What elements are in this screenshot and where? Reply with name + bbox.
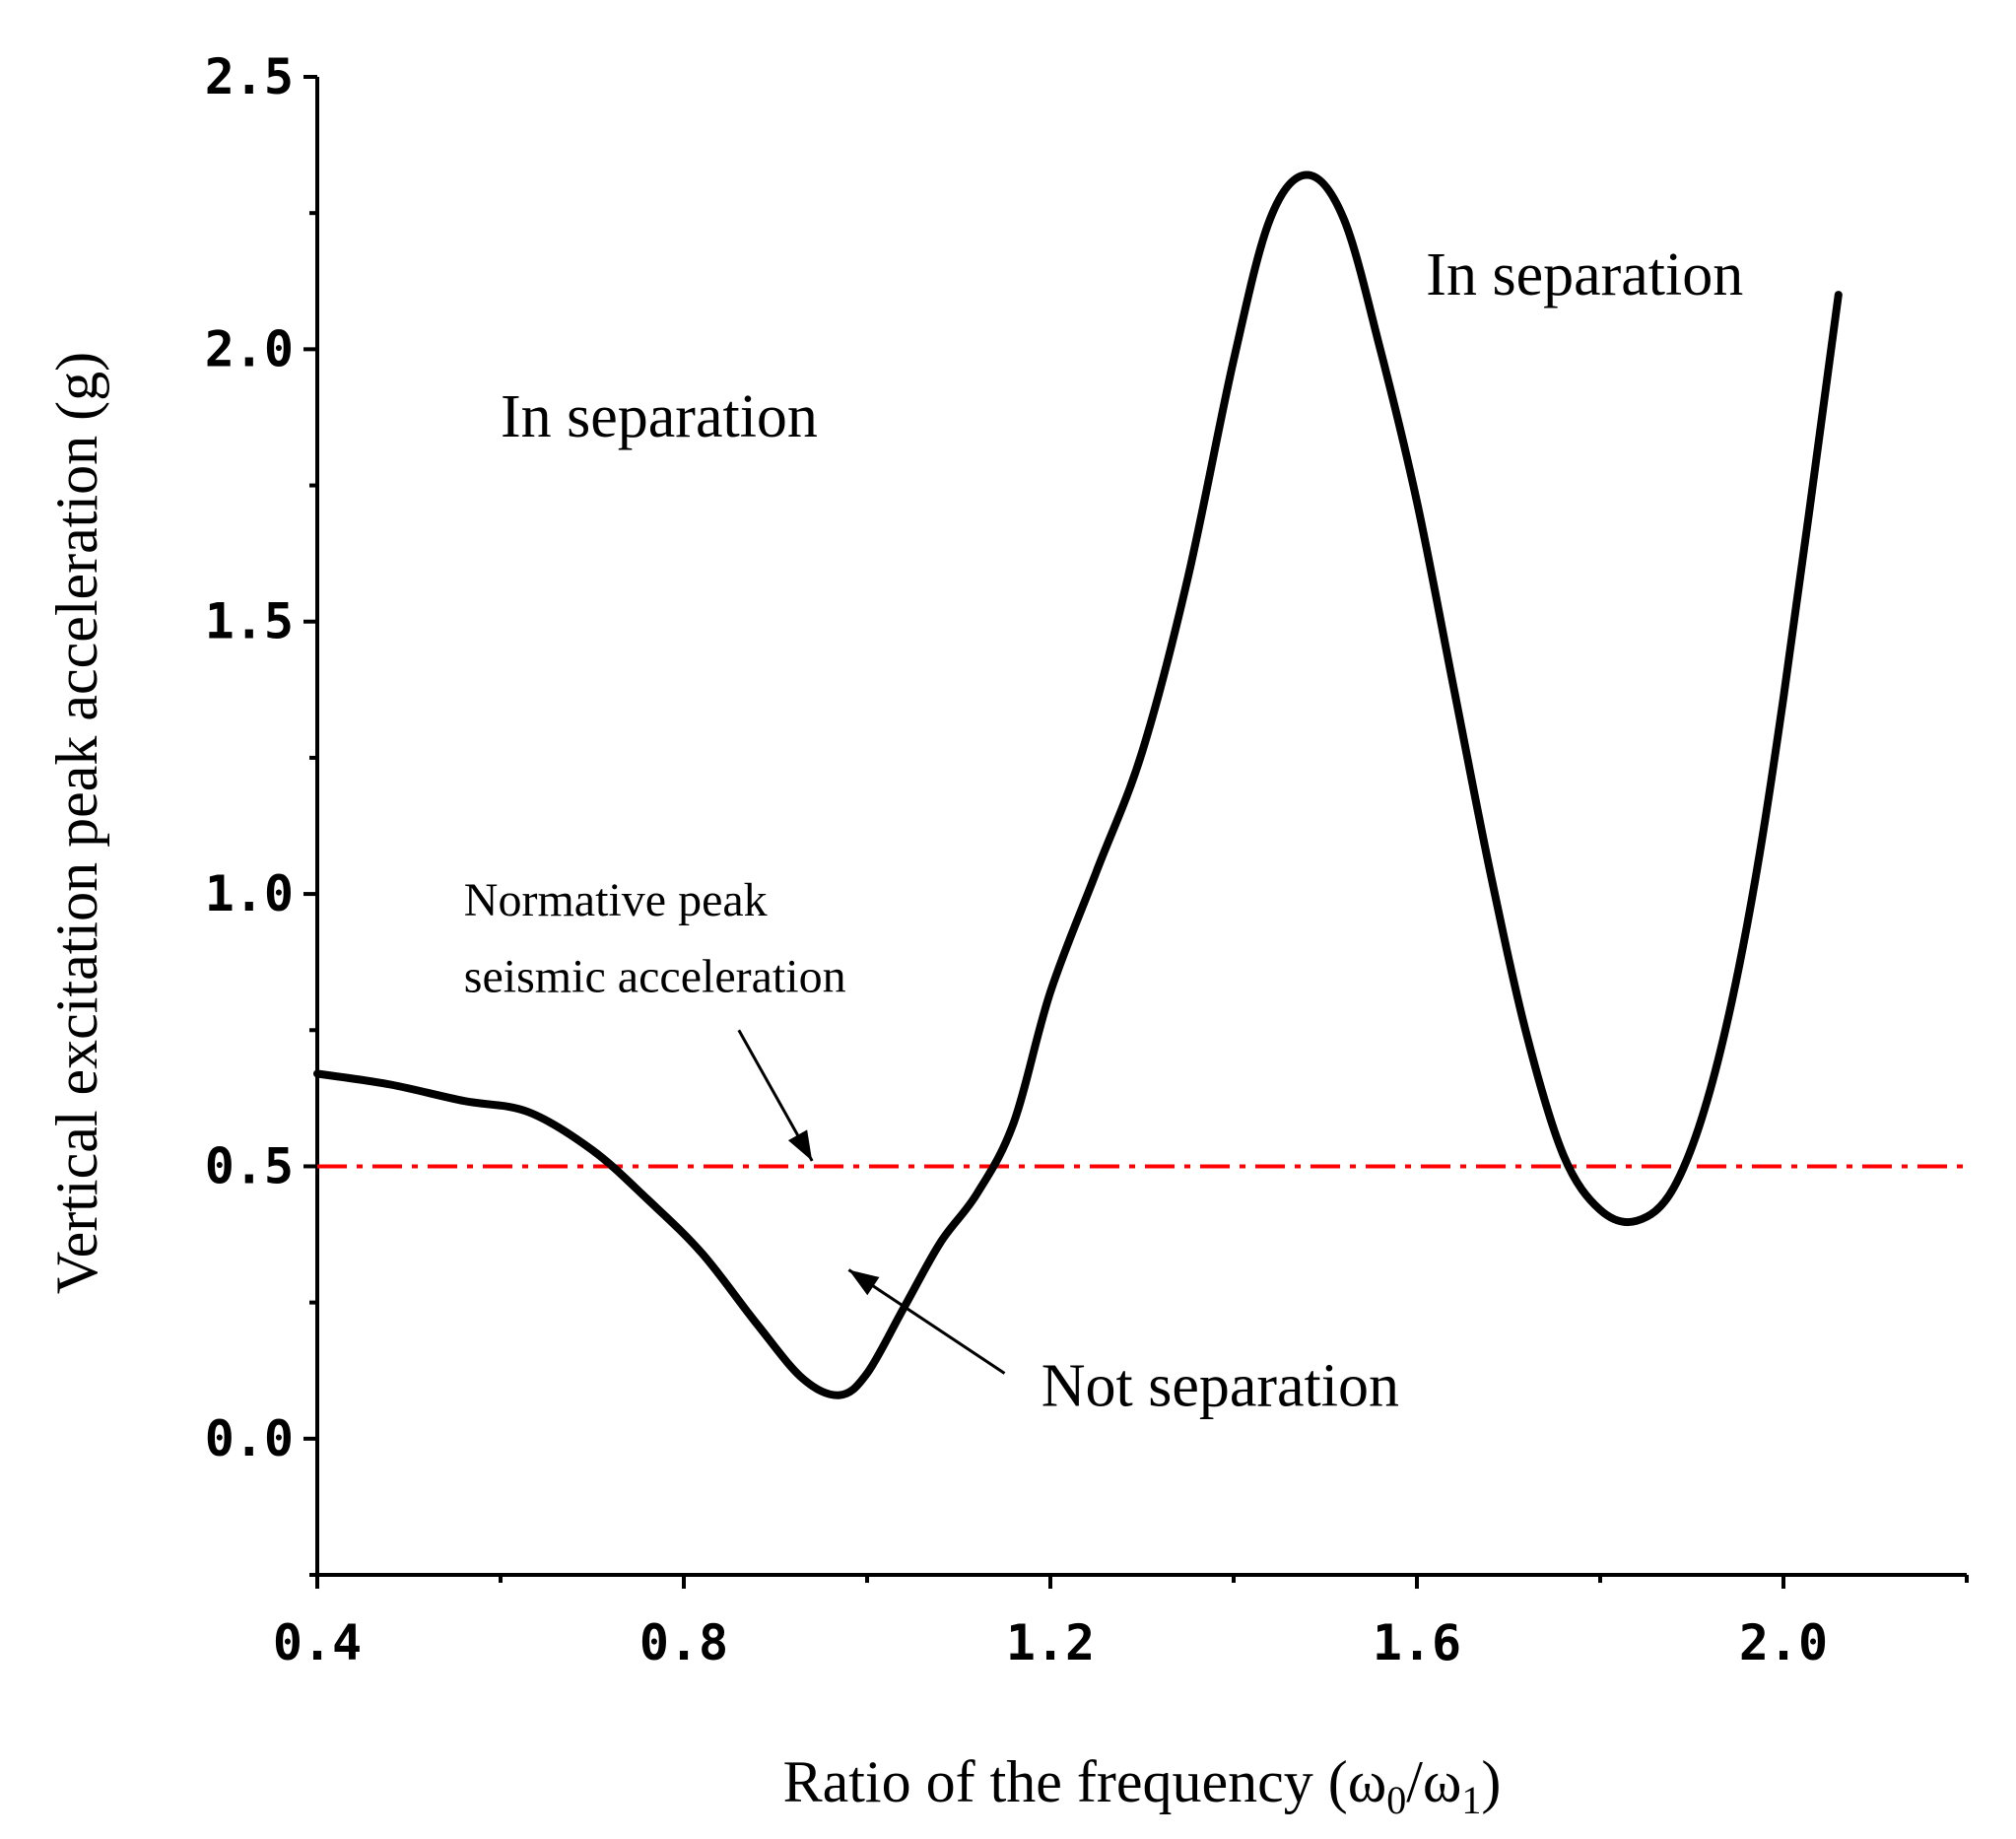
- x-tick-label: 0.8: [639, 1614, 728, 1671]
- arrow-shaft: [847, 1268, 1006, 1375]
- annotations: In separation In separation Normative peak…: [464, 241, 1743, 1420]
- annotation-text: Normative peak: [464, 874, 768, 926]
- y-tick-label: 0.5: [205, 1137, 294, 1194]
- x-axis: 0.4 0.8 1.2 1.6 2.0: [273, 1573, 1969, 1671]
- series-line: [313, 170, 1843, 1399]
- x-tick-label: 2.0: [1739, 1614, 1828, 1671]
- y-tick-label: 0.0: [205, 1410, 294, 1467]
- annotation-arrows: [737, 1029, 1006, 1375]
- arrow-head: [787, 1129, 813, 1161]
- annotation-text: In separation: [501, 383, 818, 450]
- x-tick-labels: 0.4 0.8 1.2 1.6 2.0: [273, 1614, 1828, 1671]
- annotation-text: Not separation: [1042, 1353, 1399, 1420]
- x-tick-label: 1.2: [1006, 1614, 1095, 1671]
- annotation-text: In separation: [1426, 241, 1743, 308]
- arrow-head: [848, 1269, 880, 1296]
- y-tick-label: 1.5: [205, 593, 294, 650]
- x-axis-title: Ratio of the frequency (ω0/ω1): [783, 1749, 1502, 1822]
- x-ticks: [315, 1575, 1969, 1589]
- y-tick-label: 2.5: [205, 48, 294, 105]
- annotation-text: seismic acceleration: [464, 951, 846, 1003]
- x-tick-label: 0.4: [273, 1614, 362, 1671]
- y-tick-labels: 0.0 0.5 1.0 1.5 2.0 2.5: [205, 48, 294, 1467]
- y-axis: 0.0 0.5 1.0 1.5 2.0 2.5: [205, 48, 319, 1577]
- y-ticks: [303, 75, 317, 1577]
- x-tick-label: 1.6: [1373, 1614, 1461, 1671]
- y-tick-label: 2.0: [205, 320, 294, 377]
- y-tick-label: 1.0: [205, 865, 294, 922]
- y-axis-title: Vertical excitation peak acceleration (g…: [44, 352, 109, 1294]
